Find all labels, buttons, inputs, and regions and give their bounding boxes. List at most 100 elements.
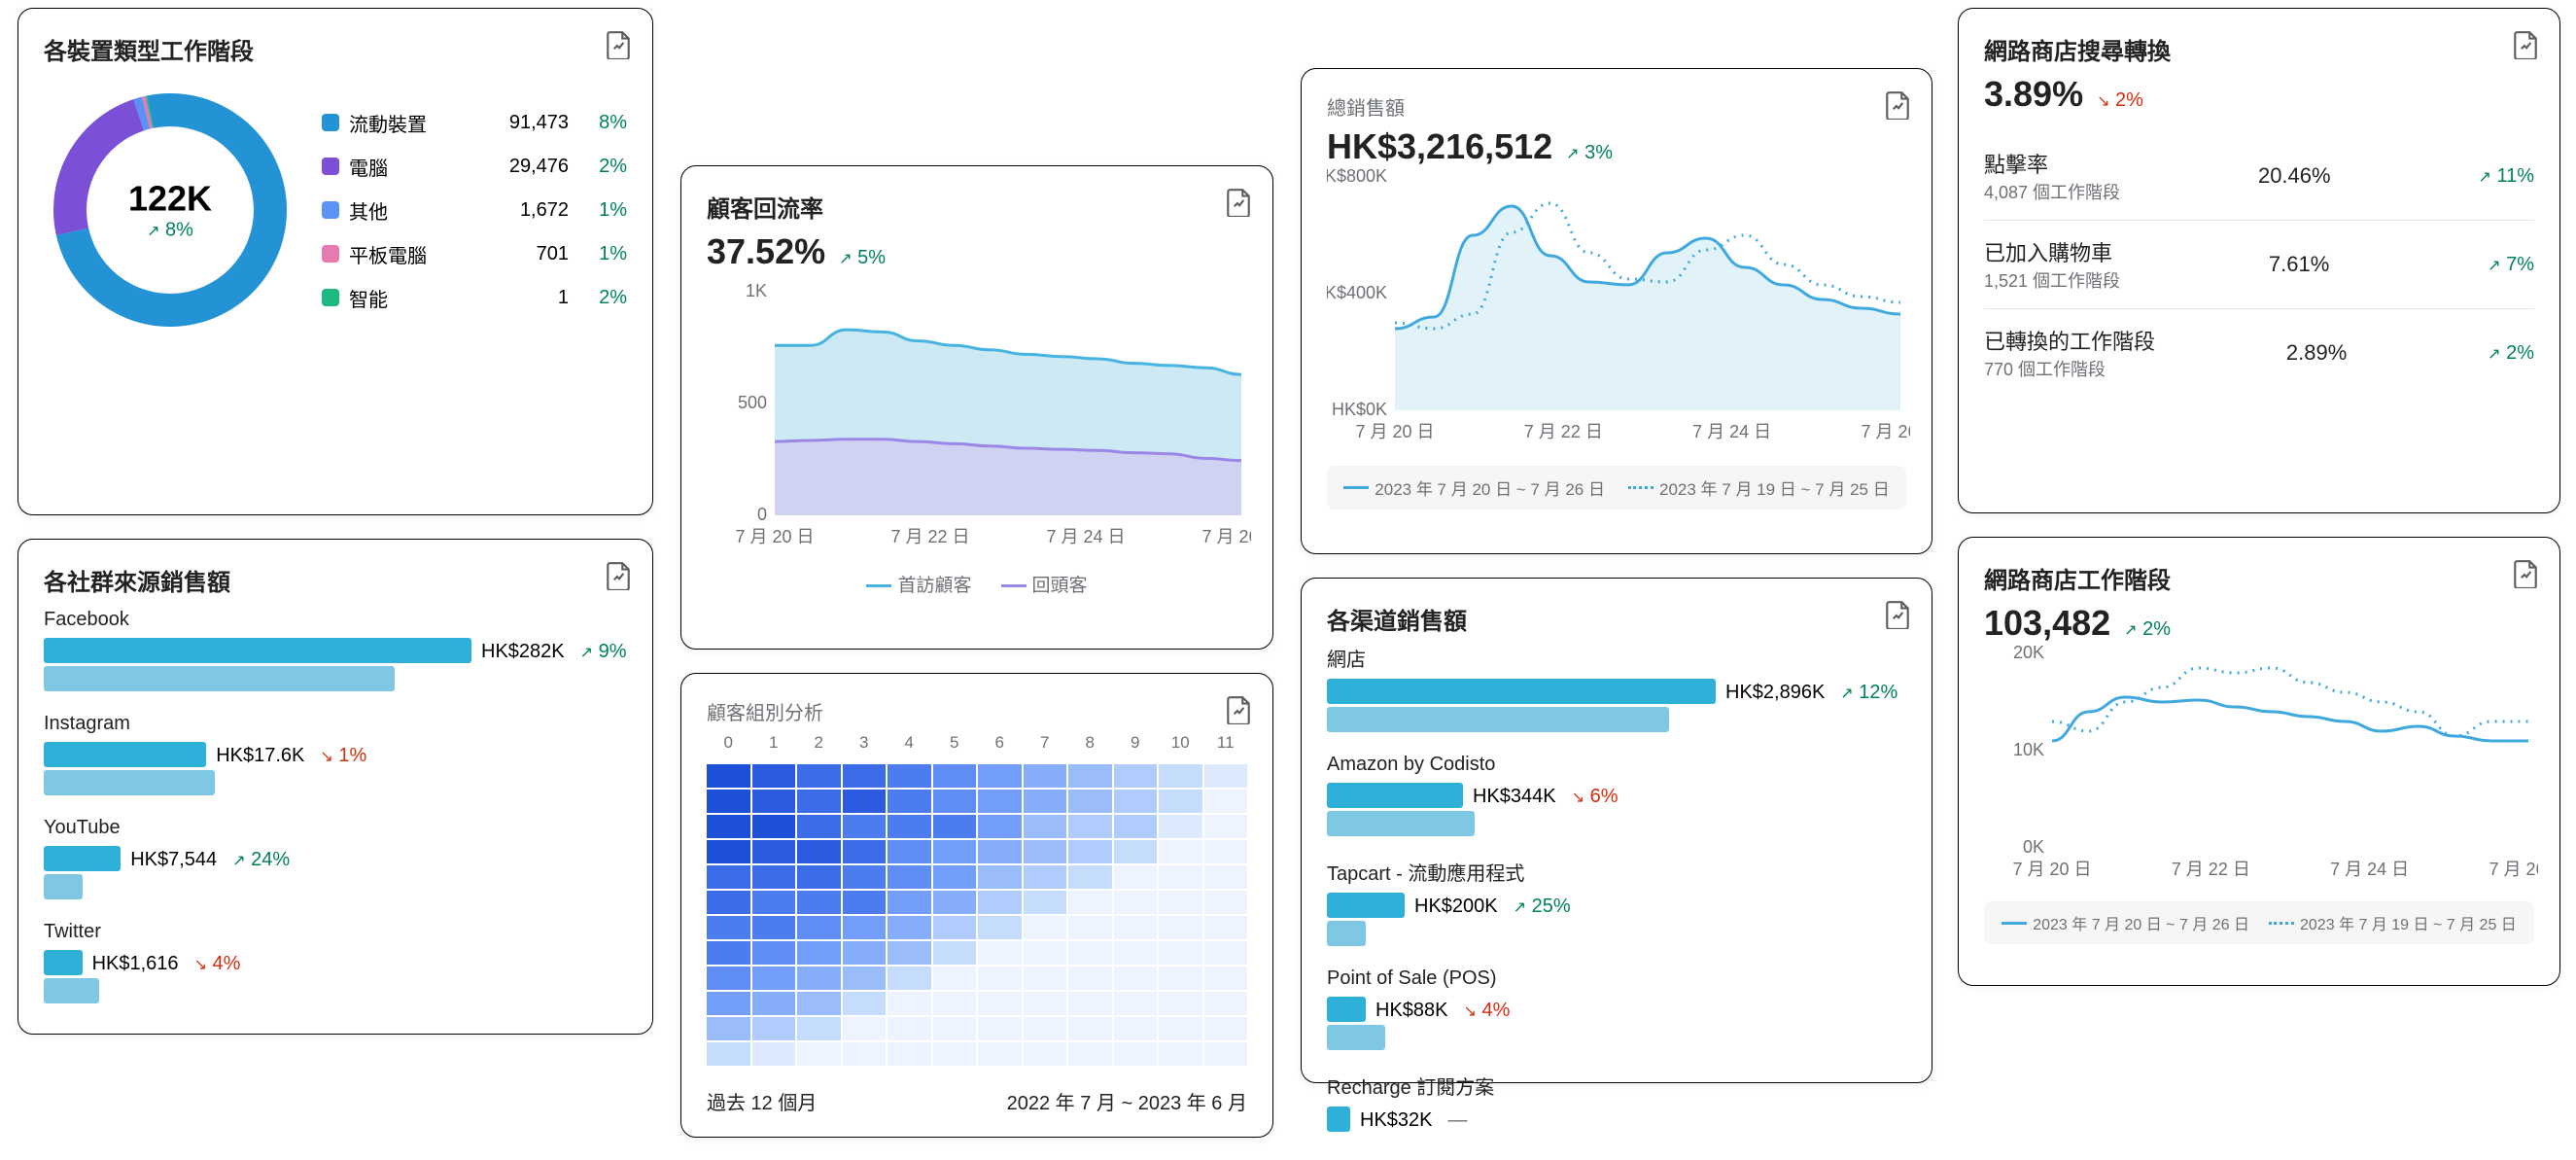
- cohort-cell: [888, 790, 931, 813]
- metric-row: 已轉換的工作階段770 個工作階段 2.89% ↗ 2%: [1984, 308, 2534, 397]
- donut-legend-row: 其他1,6721%: [322, 196, 627, 225]
- legend-item: 2023 年 7 月 19 日 ~ 7 月 25 日: [1628, 475, 1890, 500]
- svg-text:7 月 26 日: 7 月 26 日: [1861, 422, 1910, 441]
- cohort-col-header: 5: [933, 733, 977, 753]
- cohort-cell: [1024, 891, 1067, 914]
- svg-text:7 月 22 日: 7 月 22 日: [2172, 860, 2250, 879]
- cohort-cell: [1159, 840, 1202, 863]
- cohort-cell: [843, 992, 887, 1015]
- cohort-cell: [978, 1017, 1022, 1040]
- cohort-cell: [978, 891, 1022, 914]
- cohort-cell: [707, 916, 750, 939]
- cohort-cell: [1159, 865, 1202, 889]
- cohort-cell: [1068, 1042, 1112, 1066]
- cohort-cell: [752, 764, 796, 788]
- cohort-cell: [1159, 992, 1202, 1015]
- cohort-cell: [752, 967, 796, 990]
- svg-text:7 月 20 日: 7 月 20 日: [1355, 422, 1434, 441]
- cohort-cell: [1068, 967, 1112, 990]
- cohort-cell: [1024, 1017, 1067, 1040]
- cohort-col-header: 10: [1159, 733, 1202, 753]
- cohort-cell: [707, 865, 750, 889]
- donut-chart: 122K ↗ 8%: [44, 84, 296, 336]
- channel-bars: 網店 HK$2,896K ↗ 12% Amazon by Codisto HK$…: [1327, 644, 1906, 1160]
- cohort-cell: [843, 840, 887, 863]
- hbar-group: YouTube HK$7,544 ↗ 24%: [44, 817, 627, 899]
- svg-text:500: 500: [738, 393, 767, 412]
- cohort-cell: [888, 967, 931, 990]
- hbar-group: Point of Sale (POS) HK$88K ↘ 4%: [1327, 967, 1906, 1050]
- cohort-cell: [1068, 992, 1112, 1015]
- hbar-group: Twitter HK$1,616 ↘ 4%: [44, 921, 627, 1003]
- metric-row: 已加入購物車1,521 個工作階段 7.61% ↗ 7%: [1984, 220, 2534, 308]
- cohort-col-header: 11: [1204, 733, 1248, 753]
- total-legend: 2023 年 7 月 20 日 ~ 7 月 26 日 2023 年 7 月 19 …: [1327, 466, 1906, 510]
- cohort-cell: [978, 764, 1022, 788]
- cohort-cell: [1204, 941, 1248, 965]
- cohort-cell: [1114, 992, 1158, 1015]
- sessions-legend: 2023 年 7 月 20 日 ~ 7 月 26 日2023 年 7 月 19 …: [1984, 901, 2534, 944]
- cohort-cell: [978, 1042, 1022, 1066]
- svg-text:7 月 20 日: 7 月 20 日: [735, 527, 814, 546]
- export-icon[interactable]: [1226, 695, 1251, 724]
- cohort-cell: [1204, 840, 1248, 863]
- export-icon[interactable]: [1885, 90, 1910, 120]
- cohort-cell: [1024, 967, 1067, 990]
- cohort-cell: [752, 1017, 796, 1040]
- cohort-cell: [797, 865, 841, 889]
- cohort-cell: [1204, 916, 1248, 939]
- cohort-cell: [978, 967, 1022, 990]
- cohort-cell: [1068, 815, 1112, 838]
- cohort-cell: [843, 1017, 887, 1040]
- return-legend: 首訪顧客回頭客: [707, 571, 1247, 597]
- cohort-cell: [1204, 815, 1248, 838]
- svg-text:0: 0: [757, 505, 767, 524]
- sessions-chart: 20K10K0K7 月 20 日7 月 22 日7 月 24 日7 月 26 日: [1984, 644, 2538, 887]
- metric-row: 點擊率4,087 個工作階段 20.46% ↗ 11%: [1984, 132, 2534, 220]
- cohort-cell: [1068, 916, 1112, 939]
- cohort-footer-right: 2022 年 7 月 ~ 2023 年 6 月: [1007, 1087, 1247, 1115]
- export-icon[interactable]: [2513, 30, 2538, 59]
- cohort-cell: [1068, 865, 1112, 889]
- cohort-cell: [797, 790, 841, 813]
- cohort-cell: [1114, 891, 1158, 914]
- donut-legend-row: 智能12%: [322, 284, 627, 312]
- cohort-cell: [797, 916, 841, 939]
- cohort-cell: [1204, 790, 1248, 813]
- export-icon[interactable]: [1226, 188, 1251, 217]
- legend-item: 2023 年 7 月 20 日 ~ 7 月 26 日: [1343, 475, 1605, 500]
- svg-text:10K: 10K: [2013, 740, 2044, 759]
- export-icon[interactable]: [1885, 600, 1910, 629]
- social-bars: Facebook HK$282K ↗ 9% Instagram HK$17.6K…: [44, 609, 627, 1003]
- export-icon[interactable]: [2513, 559, 2538, 588]
- card-title: 各裝置類型工作階段: [44, 32, 627, 66]
- cohort-cell: [1114, 1017, 1158, 1040]
- return-delta: ↗ 5%: [839, 247, 886, 269]
- cohort-cell: [1159, 916, 1202, 939]
- cohort-cell: [933, 790, 977, 813]
- cohort-cell: [843, 916, 887, 939]
- cohort-cell: [707, 764, 750, 788]
- cohort-cell: [752, 840, 796, 863]
- donut-change: ↗ 8%: [128, 220, 212, 242]
- cohort-cell: [933, 764, 977, 788]
- search-delta: ↘ 2%: [2097, 89, 2143, 112]
- cohort-cell: [933, 1017, 977, 1040]
- cohort-cell: [707, 815, 750, 838]
- cohort-cell: [1024, 815, 1067, 838]
- cohort-cell: [933, 891, 977, 914]
- cohort-cell: [752, 1042, 796, 1066]
- export-icon[interactable]: [606, 561, 631, 590]
- cohort-cell: [797, 891, 841, 914]
- cohort-cell: [707, 967, 750, 990]
- svg-text:7 月 26 日: 7 月 26 日: [2489, 860, 2538, 879]
- svg-text:7 月 24 日: 7 月 24 日: [1692, 422, 1771, 441]
- cohort-cell: [978, 916, 1022, 939]
- cohort-cell: [752, 916, 796, 939]
- cohort-cell: [797, 840, 841, 863]
- cohort-cell: [1204, 1017, 1248, 1040]
- cohort-cell: [1024, 941, 1067, 965]
- cohort-cell: [1068, 941, 1112, 965]
- total-delta: ↗ 3%: [1566, 142, 1613, 164]
- export-icon[interactable]: [606, 30, 631, 59]
